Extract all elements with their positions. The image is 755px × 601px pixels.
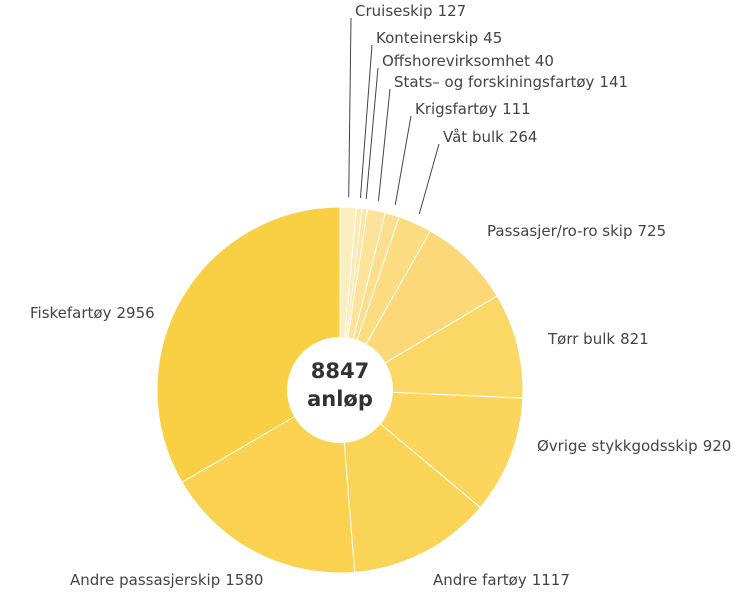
leader-line	[418, 143, 440, 215]
label-name: Passasjer/ro-ro skip	[487, 222, 633, 240]
center-label: anløp	[307, 387, 373, 411]
label-name: Andre fartøy	[433, 571, 527, 589]
label-value: 40	[535, 52, 554, 70]
label-value: 111	[502, 100, 531, 118]
label-name: Tørr bulk	[547, 330, 615, 348]
slice-label: Offshorevirksomhet 40	[382, 52, 554, 70]
label-value: 1117	[532, 571, 570, 589]
label-name: Stats– og forskiningsfartøy	[394, 73, 595, 91]
label-value: 45	[483, 29, 502, 47]
slice-label: Krigsfartøy 111	[415, 100, 531, 118]
label-name: Fiskefartøy	[30, 304, 112, 322]
slice-label: Andre passasjerskip 1580	[70, 571, 263, 589]
label-name: Konteinerskip	[376, 29, 478, 47]
label-value: 2956	[116, 304, 154, 322]
label-value: 264	[509, 128, 538, 146]
slice-label: Stats– og forskiningsfartøy 141	[394, 73, 628, 91]
slice-label: Tørr bulk 821	[547, 330, 649, 348]
label-name: Våt bulk	[443, 128, 504, 146]
slice-label: Våt bulk 264	[443, 128, 537, 146]
label-name: Offshorevirksomhet	[382, 52, 530, 70]
label-value: 725	[638, 222, 667, 240]
leader-line	[359, 44, 373, 199]
label-value: 141	[599, 73, 628, 91]
label-name: Cruiseskip	[355, 2, 433, 20]
label-name: Krigsfartøy	[415, 100, 497, 118]
label-name: Andre passasjerskip	[70, 571, 220, 589]
slice	[339, 388, 481, 573]
leader-line	[365, 67, 379, 199]
label-name: Øvrige stykkgodsskip	[537, 437, 698, 455]
slice	[338, 389, 524, 509]
slice-label: Fiskefartøy 2956	[30, 304, 155, 322]
label-value: 1580	[225, 571, 263, 589]
label-value: 920	[703, 437, 732, 455]
donut-hole	[287, 337, 393, 443]
leader-line	[377, 88, 391, 201]
slice-label: Andre fartøy 1117	[433, 571, 570, 589]
label-value: 127	[438, 2, 467, 20]
slice-label: Konteinerskip 45	[376, 29, 502, 47]
label-value: 821	[620, 330, 649, 348]
slice	[338, 230, 498, 392]
leader-line	[394, 115, 412, 206]
slice	[181, 389, 356, 574]
slice-label: Passasjer/ro-ro skip 725	[487, 222, 666, 240]
leader-line	[348, 17, 352, 198]
slice-label: Øvrige stykkgodsskip 920	[537, 437, 731, 455]
total: 8847	[311, 359, 369, 383]
slice-label: Cruiseskip 127	[355, 2, 466, 20]
